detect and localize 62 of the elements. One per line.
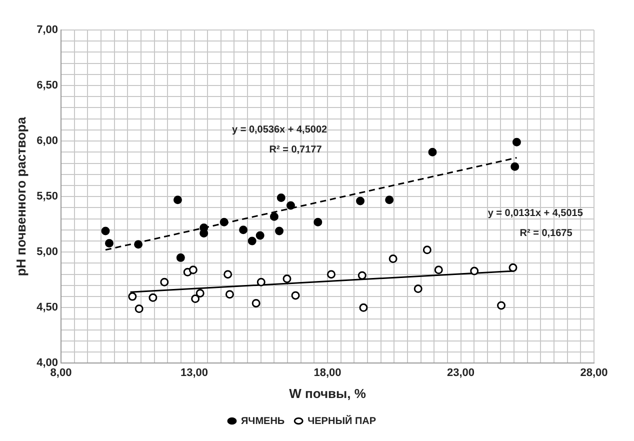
point	[196, 288, 204, 298]
point	[359, 303, 368, 312]
point	[239, 226, 248, 234]
y-tick-label: 5,50	[36, 190, 58, 203]
point	[134, 240, 143, 249]
x-tick-label: 23,00	[446, 366, 475, 379]
point	[434, 266, 443, 274]
point	[256, 278, 266, 286]
y-tick-label: 6,00	[36, 135, 58, 148]
legend-label: ЧЕРНЫЙ ПАР	[308, 414, 376, 427]
annotation: R² = 0,7177	[269, 144, 322, 156]
point	[160, 278, 169, 286]
x-tick-label: 18,00	[314, 366, 342, 379]
x-tick-label: 8,00	[50, 366, 72, 379]
x-tick-label: 13,00	[180, 366, 208, 379]
point	[225, 290, 234, 299]
point	[470, 266, 479, 276]
point	[422, 246, 432, 254]
point	[356, 196, 365, 206]
point	[248, 236, 256, 246]
point	[276, 193, 286, 202]
y-tick-label: 7,00	[36, 24, 58, 36]
point	[173, 196, 182, 204]
point	[508, 263, 518, 272]
y-tick-label: 6,50	[36, 80, 58, 92]
y-tick-label: 5,00	[36, 246, 58, 258]
y-axis-title: pH почвенного раствора	[13, 116, 28, 276]
annotation: R² = 0,1675	[520, 228, 573, 239]
point	[224, 270, 232, 279]
point	[256, 231, 264, 240]
point	[512, 138, 521, 146]
y-tick-label: 4,00	[36, 357, 58, 370]
point	[252, 298, 260, 308]
point	[326, 270, 336, 279]
legend-label: ЯЧМЕНЬ	[240, 416, 285, 427]
annotation: y = 0,0131x + 4,5015	[488, 208, 584, 220]
point	[270, 212, 278, 221]
y-tick-label: 4,50	[36, 302, 58, 314]
point	[282, 274, 292, 284]
point	[148, 293, 158, 302]
point	[510, 162, 520, 171]
point	[414, 284, 422, 294]
point	[188, 266, 198, 274]
annotation: y = 0,0536x + 4,5002	[232, 124, 328, 136]
point	[314, 218, 322, 226]
point	[220, 218, 228, 226]
x-axis-title: W почвы, %	[289, 386, 366, 401]
point	[358, 271, 366, 280]
point	[428, 148, 437, 156]
point	[191, 294, 200, 304]
point	[291, 291, 300, 300]
point	[275, 226, 284, 236]
point	[128, 292, 137, 301]
point	[134, 304, 144, 314]
point	[101, 226, 110, 236]
x-tick-label: 28,00	[580, 366, 608, 379]
point	[497, 301, 506, 310]
point	[176, 253, 185, 262]
point	[385, 196, 394, 204]
point	[388, 254, 398, 264]
point	[104, 239, 114, 248]
point	[286, 201, 295, 210]
